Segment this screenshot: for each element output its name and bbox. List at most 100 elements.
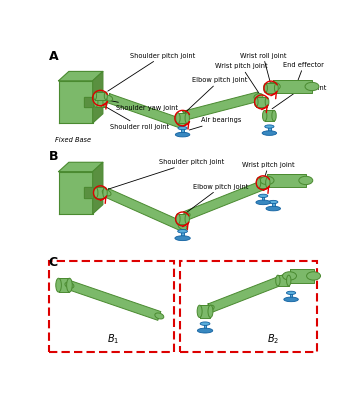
Polygon shape [258, 177, 268, 188]
Ellipse shape [175, 236, 190, 241]
Ellipse shape [265, 125, 274, 128]
Polygon shape [200, 305, 211, 318]
Text: Elbow pitch joint: Elbow pitch joint [185, 77, 247, 112]
Text: Shoulder pitch joint: Shoulder pitch joint [108, 159, 225, 189]
Text: End effector: End effector [283, 62, 324, 83]
FancyBboxPatch shape [180, 261, 317, 352]
Ellipse shape [176, 214, 180, 224]
Text: $B_2$: $B_2$ [267, 332, 280, 346]
Ellipse shape [197, 305, 202, 318]
Ellipse shape [266, 206, 281, 211]
Ellipse shape [284, 297, 298, 302]
Ellipse shape [260, 176, 274, 184]
Ellipse shape [299, 176, 313, 184]
Polygon shape [59, 81, 93, 123]
Ellipse shape [256, 177, 261, 188]
Text: Shoulder yaw joint: Shoulder yaw joint [106, 100, 178, 111]
Polygon shape [59, 72, 103, 81]
Ellipse shape [200, 322, 210, 325]
Polygon shape [107, 94, 182, 128]
Text: Fixed Base: Fixed Base [55, 137, 92, 143]
Polygon shape [273, 80, 312, 94]
Ellipse shape [103, 96, 107, 107]
Polygon shape [256, 97, 267, 106]
Ellipse shape [287, 275, 291, 286]
Ellipse shape [185, 214, 190, 224]
Ellipse shape [94, 187, 98, 198]
Text: C: C [49, 256, 57, 269]
Ellipse shape [263, 84, 267, 93]
Text: Wrist pitch joint: Wrist pitch joint [215, 64, 268, 98]
Polygon shape [59, 162, 103, 172]
Ellipse shape [103, 187, 107, 198]
Text: $B_1$: $B_1$ [107, 332, 119, 346]
Text: Air bearings: Air bearings [189, 117, 242, 130]
Ellipse shape [266, 177, 270, 188]
Text: Shoulder pitch joint: Shoulder pitch joint [108, 53, 195, 91]
Bar [181, 128, 184, 135]
Polygon shape [290, 269, 313, 283]
Ellipse shape [185, 113, 190, 124]
Ellipse shape [268, 200, 278, 204]
Ellipse shape [282, 272, 297, 280]
Polygon shape [84, 188, 93, 198]
Ellipse shape [197, 328, 213, 333]
Ellipse shape [178, 224, 187, 230]
Ellipse shape [265, 97, 269, 106]
Ellipse shape [178, 230, 187, 233]
Bar [262, 196, 265, 202]
Bar [268, 126, 271, 133]
Ellipse shape [180, 113, 189, 119]
Ellipse shape [155, 313, 164, 319]
Ellipse shape [256, 200, 270, 205]
Ellipse shape [266, 82, 280, 91]
Ellipse shape [178, 126, 187, 130]
Polygon shape [96, 187, 105, 198]
Ellipse shape [262, 131, 277, 135]
Ellipse shape [259, 182, 268, 188]
Ellipse shape [254, 94, 263, 100]
Text: B: B [49, 150, 58, 163]
Text: Elbow pitch joint: Elbow pitch joint [185, 184, 249, 214]
Ellipse shape [205, 305, 214, 311]
Polygon shape [59, 278, 69, 292]
Ellipse shape [177, 120, 186, 126]
Ellipse shape [258, 194, 268, 198]
Ellipse shape [175, 132, 190, 137]
Ellipse shape [104, 92, 107, 100]
Polygon shape [184, 181, 265, 220]
Polygon shape [183, 92, 260, 120]
Ellipse shape [94, 96, 98, 107]
Ellipse shape [65, 282, 74, 288]
Polygon shape [178, 214, 187, 224]
Ellipse shape [104, 95, 113, 101]
Polygon shape [178, 113, 187, 124]
FancyBboxPatch shape [49, 261, 174, 352]
Ellipse shape [208, 305, 213, 318]
Bar [203, 324, 206, 330]
Ellipse shape [272, 110, 276, 121]
Polygon shape [84, 97, 93, 107]
Bar [181, 231, 184, 238]
Ellipse shape [305, 82, 319, 91]
Polygon shape [265, 110, 274, 121]
Ellipse shape [181, 213, 190, 219]
Ellipse shape [262, 110, 267, 121]
Ellipse shape [281, 276, 289, 282]
Text: Wrist yaw joint: Wrist yaw joint [272, 85, 327, 109]
Polygon shape [267, 174, 306, 187]
Ellipse shape [307, 272, 321, 280]
Polygon shape [105, 188, 185, 231]
Polygon shape [93, 162, 103, 214]
Bar [272, 202, 275, 208]
Text: Shoulder roll joint: Shoulder roll joint [102, 105, 170, 130]
Ellipse shape [286, 291, 296, 294]
Bar [290, 293, 292, 300]
Text: A: A [49, 50, 58, 62]
Polygon shape [208, 275, 287, 312]
Polygon shape [59, 172, 93, 214]
Ellipse shape [56, 278, 61, 292]
Ellipse shape [254, 97, 258, 106]
Ellipse shape [102, 190, 111, 196]
Polygon shape [96, 96, 105, 107]
